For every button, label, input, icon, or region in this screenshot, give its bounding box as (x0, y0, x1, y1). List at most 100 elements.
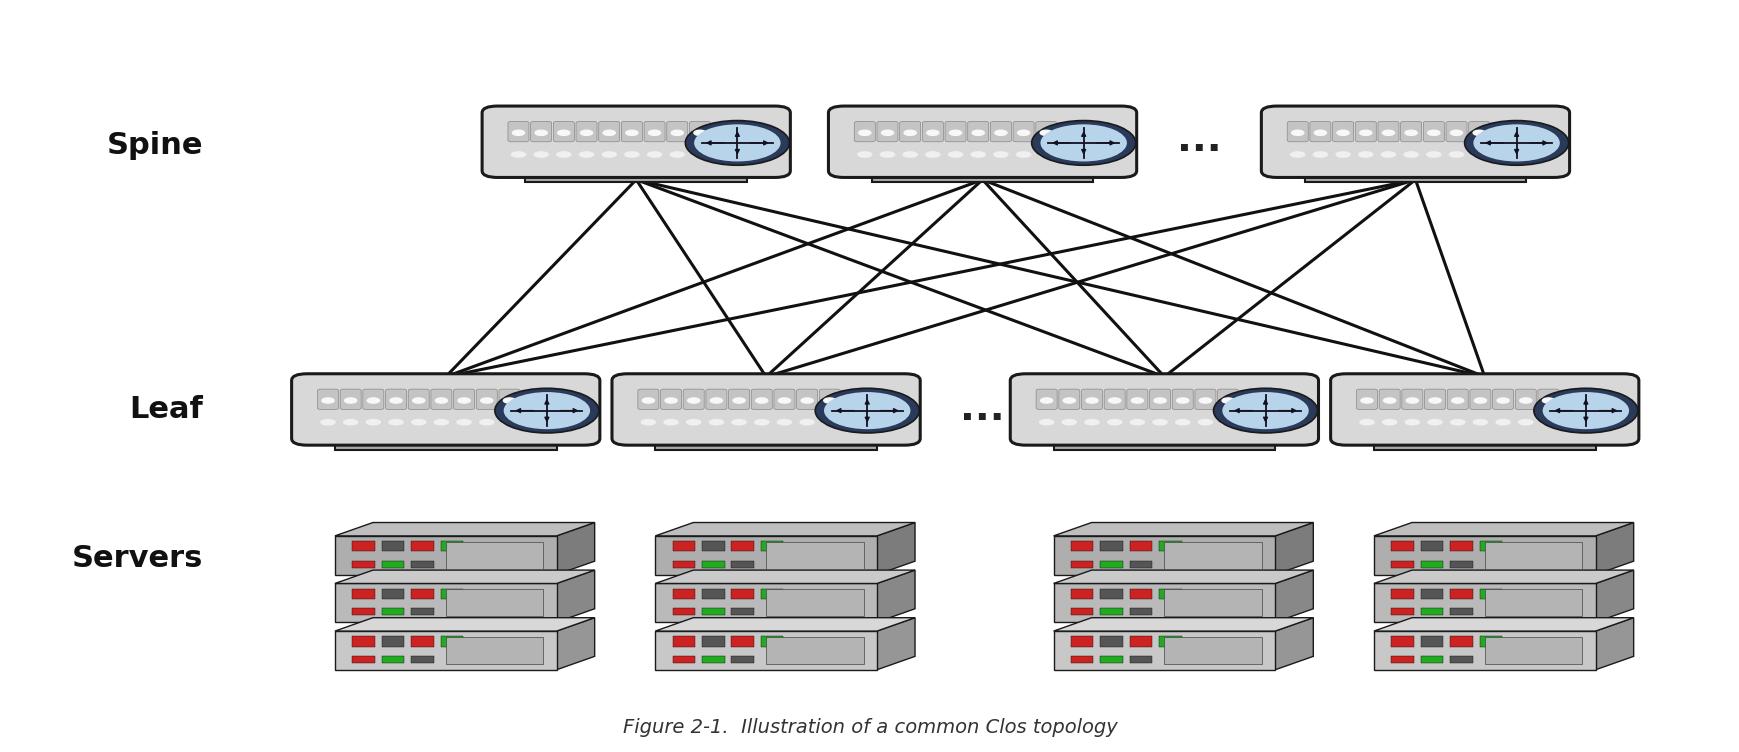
Polygon shape (556, 617, 595, 670)
FancyBboxPatch shape (673, 656, 694, 663)
Circle shape (1405, 398, 1417, 403)
FancyBboxPatch shape (1419, 636, 1442, 647)
Circle shape (647, 151, 663, 158)
Polygon shape (1052, 523, 1313, 536)
FancyBboxPatch shape (334, 631, 556, 670)
FancyBboxPatch shape (334, 584, 556, 622)
Circle shape (1016, 151, 1031, 158)
Circle shape (626, 130, 638, 135)
Circle shape (816, 388, 918, 433)
Circle shape (457, 398, 470, 403)
Polygon shape (556, 570, 595, 622)
Polygon shape (1275, 523, 1313, 575)
Circle shape (1450, 398, 1462, 403)
Circle shape (1428, 130, 1440, 135)
Circle shape (558, 130, 570, 135)
FancyBboxPatch shape (876, 121, 897, 142)
Polygon shape (876, 617, 915, 670)
FancyBboxPatch shape (1419, 541, 1442, 551)
Circle shape (1449, 151, 1464, 158)
FancyBboxPatch shape (1449, 589, 1471, 599)
Circle shape (1473, 398, 1485, 403)
FancyBboxPatch shape (1391, 589, 1412, 599)
FancyBboxPatch shape (1069, 541, 1092, 551)
FancyBboxPatch shape (683, 389, 704, 410)
FancyBboxPatch shape (1099, 656, 1122, 663)
Circle shape (1196, 419, 1212, 426)
FancyBboxPatch shape (381, 656, 403, 663)
Circle shape (1360, 398, 1372, 403)
FancyBboxPatch shape (1129, 636, 1151, 647)
Circle shape (511, 130, 523, 135)
FancyBboxPatch shape (621, 121, 642, 142)
FancyBboxPatch shape (1447, 389, 1468, 410)
Circle shape (603, 130, 616, 135)
Circle shape (1473, 124, 1558, 162)
FancyBboxPatch shape (1069, 561, 1092, 568)
Polygon shape (1374, 523, 1633, 536)
Circle shape (1221, 398, 1233, 403)
FancyBboxPatch shape (1069, 608, 1092, 615)
Circle shape (534, 151, 548, 158)
Circle shape (1336, 130, 1348, 135)
FancyBboxPatch shape (334, 536, 556, 575)
FancyBboxPatch shape (1478, 636, 1501, 647)
FancyBboxPatch shape (576, 121, 596, 142)
FancyBboxPatch shape (363, 389, 384, 410)
FancyBboxPatch shape (1158, 541, 1181, 551)
FancyBboxPatch shape (1309, 121, 1330, 142)
FancyBboxPatch shape (1129, 608, 1151, 615)
FancyBboxPatch shape (760, 541, 783, 551)
Circle shape (602, 151, 617, 158)
FancyBboxPatch shape (1483, 590, 1581, 617)
Circle shape (687, 398, 699, 403)
FancyBboxPatch shape (666, 121, 687, 142)
FancyBboxPatch shape (525, 171, 746, 182)
FancyBboxPatch shape (1099, 541, 1122, 551)
Circle shape (1061, 419, 1076, 426)
Circle shape (1541, 398, 1553, 403)
FancyBboxPatch shape (673, 561, 694, 568)
Circle shape (972, 130, 984, 135)
FancyBboxPatch shape (1377, 121, 1398, 142)
FancyBboxPatch shape (1478, 589, 1501, 599)
FancyBboxPatch shape (292, 374, 600, 445)
Circle shape (503, 392, 590, 429)
FancyBboxPatch shape (476, 389, 497, 410)
Circle shape (1153, 398, 1165, 403)
Circle shape (1471, 419, 1487, 426)
FancyBboxPatch shape (730, 561, 753, 568)
Text: Figure 2-1.  Illustration of a common Clos topology: Figure 2-1. Illustration of a common Clo… (623, 717, 1116, 736)
FancyBboxPatch shape (1374, 536, 1595, 575)
FancyBboxPatch shape (351, 656, 374, 663)
Circle shape (433, 419, 449, 426)
Circle shape (649, 130, 661, 135)
FancyBboxPatch shape (445, 590, 543, 617)
Circle shape (776, 419, 791, 426)
FancyBboxPatch shape (1099, 589, 1122, 599)
FancyBboxPatch shape (730, 656, 753, 663)
Circle shape (882, 130, 894, 135)
FancyBboxPatch shape (760, 636, 783, 647)
Circle shape (579, 151, 595, 158)
Circle shape (857, 151, 871, 158)
FancyBboxPatch shape (701, 561, 723, 568)
FancyBboxPatch shape (1515, 389, 1536, 410)
Circle shape (949, 130, 962, 135)
Circle shape (1017, 130, 1029, 135)
FancyBboxPatch shape (1379, 389, 1400, 410)
FancyBboxPatch shape (1332, 121, 1353, 142)
Text: Spine: Spine (106, 131, 203, 160)
FancyBboxPatch shape (440, 636, 463, 647)
FancyBboxPatch shape (1158, 636, 1181, 647)
FancyBboxPatch shape (1330, 374, 1638, 445)
FancyBboxPatch shape (656, 631, 876, 670)
FancyBboxPatch shape (508, 121, 529, 142)
FancyBboxPatch shape (1052, 536, 1275, 575)
FancyBboxPatch shape (1217, 389, 1238, 410)
FancyBboxPatch shape (1035, 121, 1056, 142)
FancyBboxPatch shape (1374, 584, 1595, 622)
Circle shape (948, 151, 963, 158)
Circle shape (824, 392, 909, 429)
Circle shape (1176, 398, 1188, 403)
